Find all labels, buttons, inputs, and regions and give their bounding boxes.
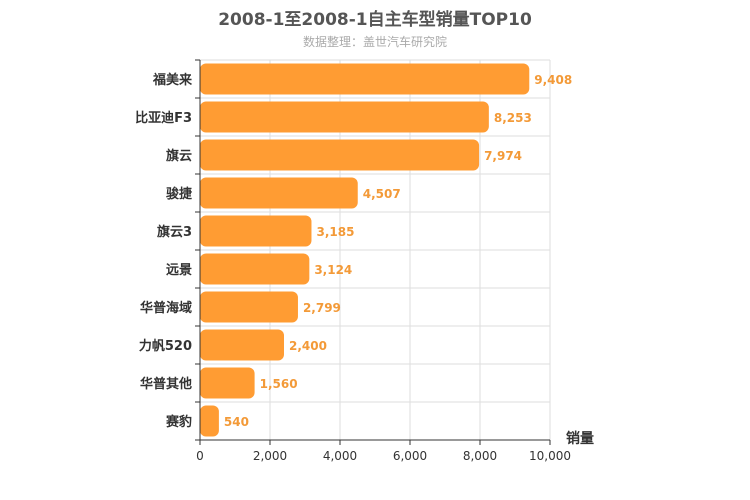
x-tick-label: 4,000	[323, 449, 357, 463]
value-label: 4,507	[363, 187, 401, 201]
value-label: 3,124	[314, 263, 352, 277]
bar	[200, 63, 530, 95]
category-label: 远景	[166, 263, 192, 278]
category-label: 旗云	[166, 148, 192, 164]
category-label: 力帆520	[139, 338, 192, 354]
value-label: 2,799	[303, 301, 341, 315]
category-label: 福美来	[152, 72, 193, 88]
category-label: 华普其他	[140, 376, 192, 392]
bar	[200, 329, 284, 361]
category-label: 骏捷	[166, 186, 193, 202]
chart-subtitle: 数据整理：盖世汽车研究院	[302, 35, 447, 49]
x-tick-label: 10,000	[529, 449, 571, 463]
category-label: 赛豹	[165, 414, 192, 430]
category-label: 旗云3	[157, 224, 192, 240]
value-label: 1,560	[260, 377, 298, 391]
label-layer: 0 2,000 4,000 6,000 8,000 10,000 福美来 9,408 比亚迪F3…	[135, 72, 572, 463]
bar	[200, 253, 310, 285]
bar	[200, 405, 219, 437]
bar	[200, 139, 480, 171]
bar	[200, 101, 489, 133]
value-label: 7,974	[484, 149, 522, 163]
bar	[200, 291, 298, 323]
grid-layer	[195, 59, 551, 445]
bar	[200, 177, 358, 209]
chart-title: 2008-1至2008-1自主车型销量TOP10	[218, 10, 532, 30]
x-tick-label: 8,000	[463, 449, 497, 463]
category-label: 比亚迪F3	[135, 110, 192, 126]
bar	[200, 367, 255, 399]
x-tick-label: 0	[196, 449, 204, 463]
bar-layer	[200, 63, 530, 437]
x-tick-label: 6,000	[393, 449, 427, 463]
value-label: 8,253	[494, 111, 532, 125]
x-tick-label: 2,000	[253, 449, 287, 463]
x-axis-unit-label: 销量	[566, 430, 594, 447]
value-label: 3,185	[316, 225, 354, 239]
category-label: 华普海域	[140, 300, 192, 316]
value-label: 2,400	[289, 339, 327, 353]
value-label: 9,408	[534, 73, 572, 87]
value-label: 540	[224, 415, 249, 429]
bar	[200, 215, 312, 247]
